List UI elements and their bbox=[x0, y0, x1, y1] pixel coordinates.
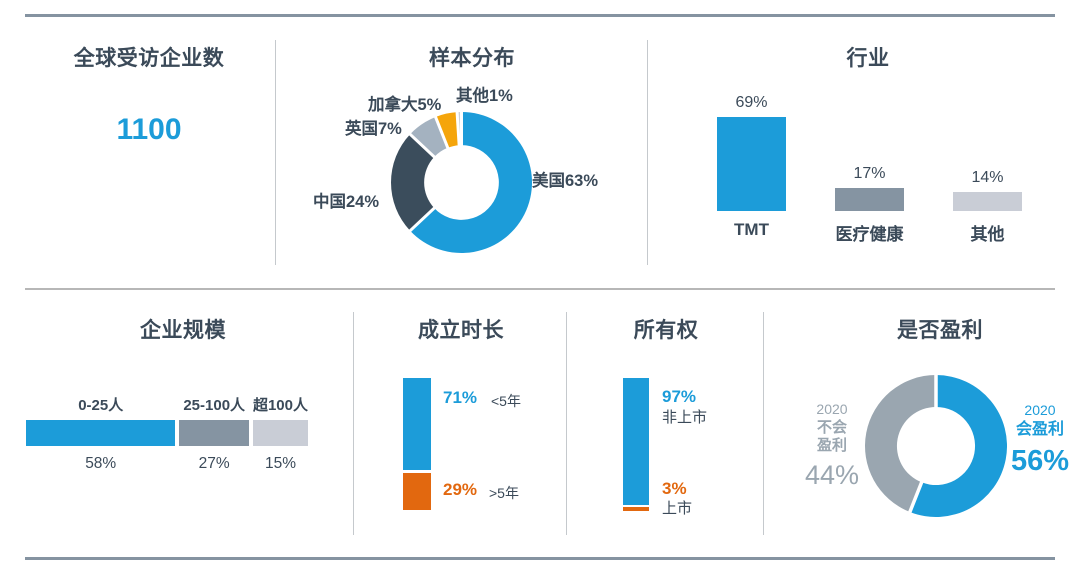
divider-top-2 bbox=[647, 40, 648, 265]
donut-svg bbox=[391, 111, 533, 253]
age-under5-value: 71% bbox=[443, 388, 478, 407]
industry-bar-group-医疗健康: 17% 医疗健康 bbox=[835, 164, 904, 244]
ownership-listed-value: 3% bbox=[662, 479, 687, 498]
vstack-segment->5年 bbox=[403, 472, 431, 510]
ownership-private-value: 97% bbox=[662, 387, 697, 406]
industry-bar-category: 医疗健康 bbox=[835, 225, 904, 244]
size-segment-category: 超100人 bbox=[252, 397, 308, 414]
industry-bar-group-TMT: 69% TMT bbox=[717, 94, 786, 239]
company-size-stacked-bar: 0-25人 58% 25-100人 27% 超100人 15% bbox=[26, 394, 308, 473]
industry-bar-其他 bbox=[953, 191, 1022, 211]
sample-distribution-donut bbox=[391, 111, 533, 258]
size-segment-category: 0-25人 bbox=[78, 397, 124, 414]
donut-gap bbox=[907, 445, 938, 514]
industry-title: 行业 bbox=[846, 47, 890, 70]
age-over5-value: 29% bbox=[443, 480, 478, 499]
size-segment-group-25-100人: 25-100人 27% bbox=[179, 394, 249, 473]
divider-bottom-2 bbox=[566, 312, 567, 535]
donut-svg bbox=[865, 374, 1008, 517]
size-segment-超100人 bbox=[252, 420, 308, 446]
industry-bar-value: 14% bbox=[971, 168, 1004, 186]
profit-yes-year: 2020 bbox=[1024, 402, 1056, 418]
profit-yes-annotation: 2020 会盈利 56% bbox=[1010, 402, 1070, 479]
bottom-rule bbox=[25, 557, 1055, 560]
ownership-listed-label: 上市 bbox=[662, 500, 693, 517]
donut-label-us: 美国63% bbox=[532, 172, 599, 190]
donut-segment-美国 bbox=[410, 112, 533, 253]
donut-label-other: 其他1% bbox=[456, 87, 513, 105]
size-segment-value: 27% bbox=[198, 455, 230, 472]
size-segment-25-100人 bbox=[179, 420, 249, 446]
industry-bar-category: 其他 bbox=[970, 225, 1005, 244]
ownership-title: 所有权 bbox=[633, 319, 699, 342]
industry-bar-医疗健康 bbox=[835, 187, 904, 211]
vstack-segment-非上市 bbox=[623, 378, 649, 506]
donut-segment-2020 不会盈利 bbox=[865, 375, 936, 513]
company-age-bar bbox=[403, 378, 431, 510]
donut-label-canada: 加拿大5% bbox=[368, 96, 442, 114]
total-respondents-value: 1100 bbox=[116, 113, 182, 146]
size-segment-value: 15% bbox=[264, 455, 296, 472]
divider-bottom-3 bbox=[763, 312, 764, 535]
profit-no-text-1: 不会 bbox=[816, 418, 847, 436]
donut-gap bbox=[408, 181, 463, 233]
total-respondents-title: 全球受访企业数 bbox=[73, 47, 225, 70]
donut-segment-加拿大 bbox=[435, 112, 460, 148]
size-segment-category: 25-100人 bbox=[183, 397, 246, 414]
donut-label-uk: 英国7% bbox=[345, 120, 402, 138]
ownership-bar bbox=[623, 378, 649, 511]
top-rule bbox=[25, 14, 1055, 17]
profit-no-value: 44% bbox=[804, 460, 860, 490]
company-age-title: 成立时长 bbox=[418, 319, 504, 342]
profit-no-text-2: 盈利 bbox=[816, 437, 847, 455]
profit-yes-value: 56% bbox=[1010, 444, 1070, 477]
vstack-segment-<5年 bbox=[403, 378, 431, 470]
size-segment-group-0-25人: 0-25人 58% bbox=[26, 394, 176, 473]
divider-top-1 bbox=[275, 40, 276, 265]
size-segment-value: 58% bbox=[85, 455, 117, 472]
size-segment-0-25人 bbox=[26, 420, 176, 446]
divider-bottom-1 bbox=[353, 312, 354, 535]
donut-segment-2020 会盈利 bbox=[909, 375, 1008, 517]
industry-bar-chart: 69% TMT 17% 医疗健康 14% 其他 bbox=[717, 85, 1057, 244]
industry-bar-category: TMT bbox=[734, 220, 769, 239]
donut-gap bbox=[455, 111, 463, 183]
ownership-private-label: 非上市 bbox=[662, 409, 708, 426]
profit-no-year: 2020 bbox=[816, 401, 848, 417]
industry-bar-group-其他: 14% 其他 bbox=[953, 168, 1022, 244]
donut-segment-中国 bbox=[391, 134, 435, 231]
age-over5-label: >5年 bbox=[489, 485, 519, 501]
profit-yes-text: 会盈利 bbox=[1015, 420, 1064, 438]
middle-rule bbox=[25, 288, 1055, 290]
company-size-title: 企业规模 bbox=[140, 319, 226, 342]
profit-no-annotation: 2020 不会 盈利 44% bbox=[802, 401, 862, 493]
donut-gap bbox=[408, 132, 463, 184]
profitability-donut bbox=[865, 374, 1008, 522]
age-under5-label: <5年 bbox=[491, 393, 521, 409]
industry-bar-value: 17% bbox=[853, 164, 886, 182]
donut-label-china: 中国24% bbox=[313, 193, 380, 211]
industry-bar-TMT bbox=[717, 117, 786, 211]
sample-distribution-title: 样本分布 bbox=[429, 47, 515, 70]
vstack-segment-上市 bbox=[623, 507, 649, 511]
profitability-title: 是否盈利 bbox=[897, 319, 983, 342]
industry-bar-value: 69% bbox=[735, 94, 768, 111]
donut-gap bbox=[433, 115, 463, 184]
size-segment-group-超100人: 超100人 15% bbox=[252, 394, 308, 473]
